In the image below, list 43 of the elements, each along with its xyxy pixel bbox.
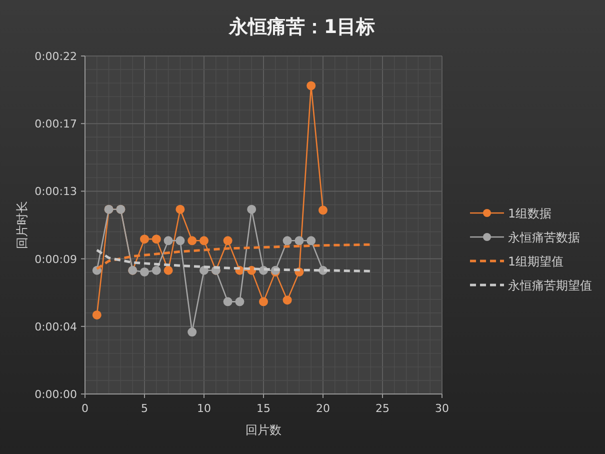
point	[188, 328, 197, 337]
point	[223, 297, 232, 306]
x-axis-title: 回片数	[246, 423, 282, 437]
point	[176, 204, 185, 214]
point	[140, 234, 149, 244]
x-tick-label: 25	[376, 402, 390, 415]
x-tick-label: 20	[316, 402, 330, 415]
point	[235, 297, 244, 306]
y-axis-title: 回片时长	[15, 201, 29, 249]
point	[140, 267, 149, 276]
point	[294, 236, 304, 246]
legend-label: 永恒痛苦期望值	[508, 278, 592, 292]
point	[282, 296, 292, 305]
point	[259, 297, 268, 306]
point	[282, 236, 292, 246]
point	[223, 236, 232, 246]
y-tick-label: 0:00:09	[34, 252, 77, 266]
point	[200, 236, 208, 246]
y-tick-label: 0:00:22	[34, 50, 77, 63]
point	[318, 206, 328, 215]
point	[152, 234, 161, 244]
point	[247, 204, 256, 214]
x-tick-label: 5	[141, 402, 148, 415]
x-tick-label: 0	[82, 402, 88, 415]
chart-title: 永恒痛苦：1目标	[228, 16, 376, 38]
x-tick-label: 10	[197, 402, 211, 415]
point	[92, 310, 102, 320]
legend-label: 1组数据	[508, 206, 552, 220]
point	[188, 236, 197, 246]
x-tick-label: 30	[435, 402, 449, 415]
y-tick-label: 0:00:04	[34, 320, 77, 334]
point	[164, 266, 173, 275]
point	[164, 236, 173, 246]
legend-label: 1组期望值	[508, 254, 564, 268]
point	[306, 81, 316, 90]
point	[152, 266, 161, 275]
point	[176, 236, 185, 246]
y-tick-label: 0:00:17	[34, 118, 77, 131]
point	[306, 236, 316, 246]
legend-label: 永恒痛苦数据	[508, 230, 580, 244]
y-tick-label: 0:00:13	[34, 185, 77, 198]
y-tick-label: 0:00:00	[34, 388, 77, 401]
x-tick-label: 15	[256, 402, 270, 415]
